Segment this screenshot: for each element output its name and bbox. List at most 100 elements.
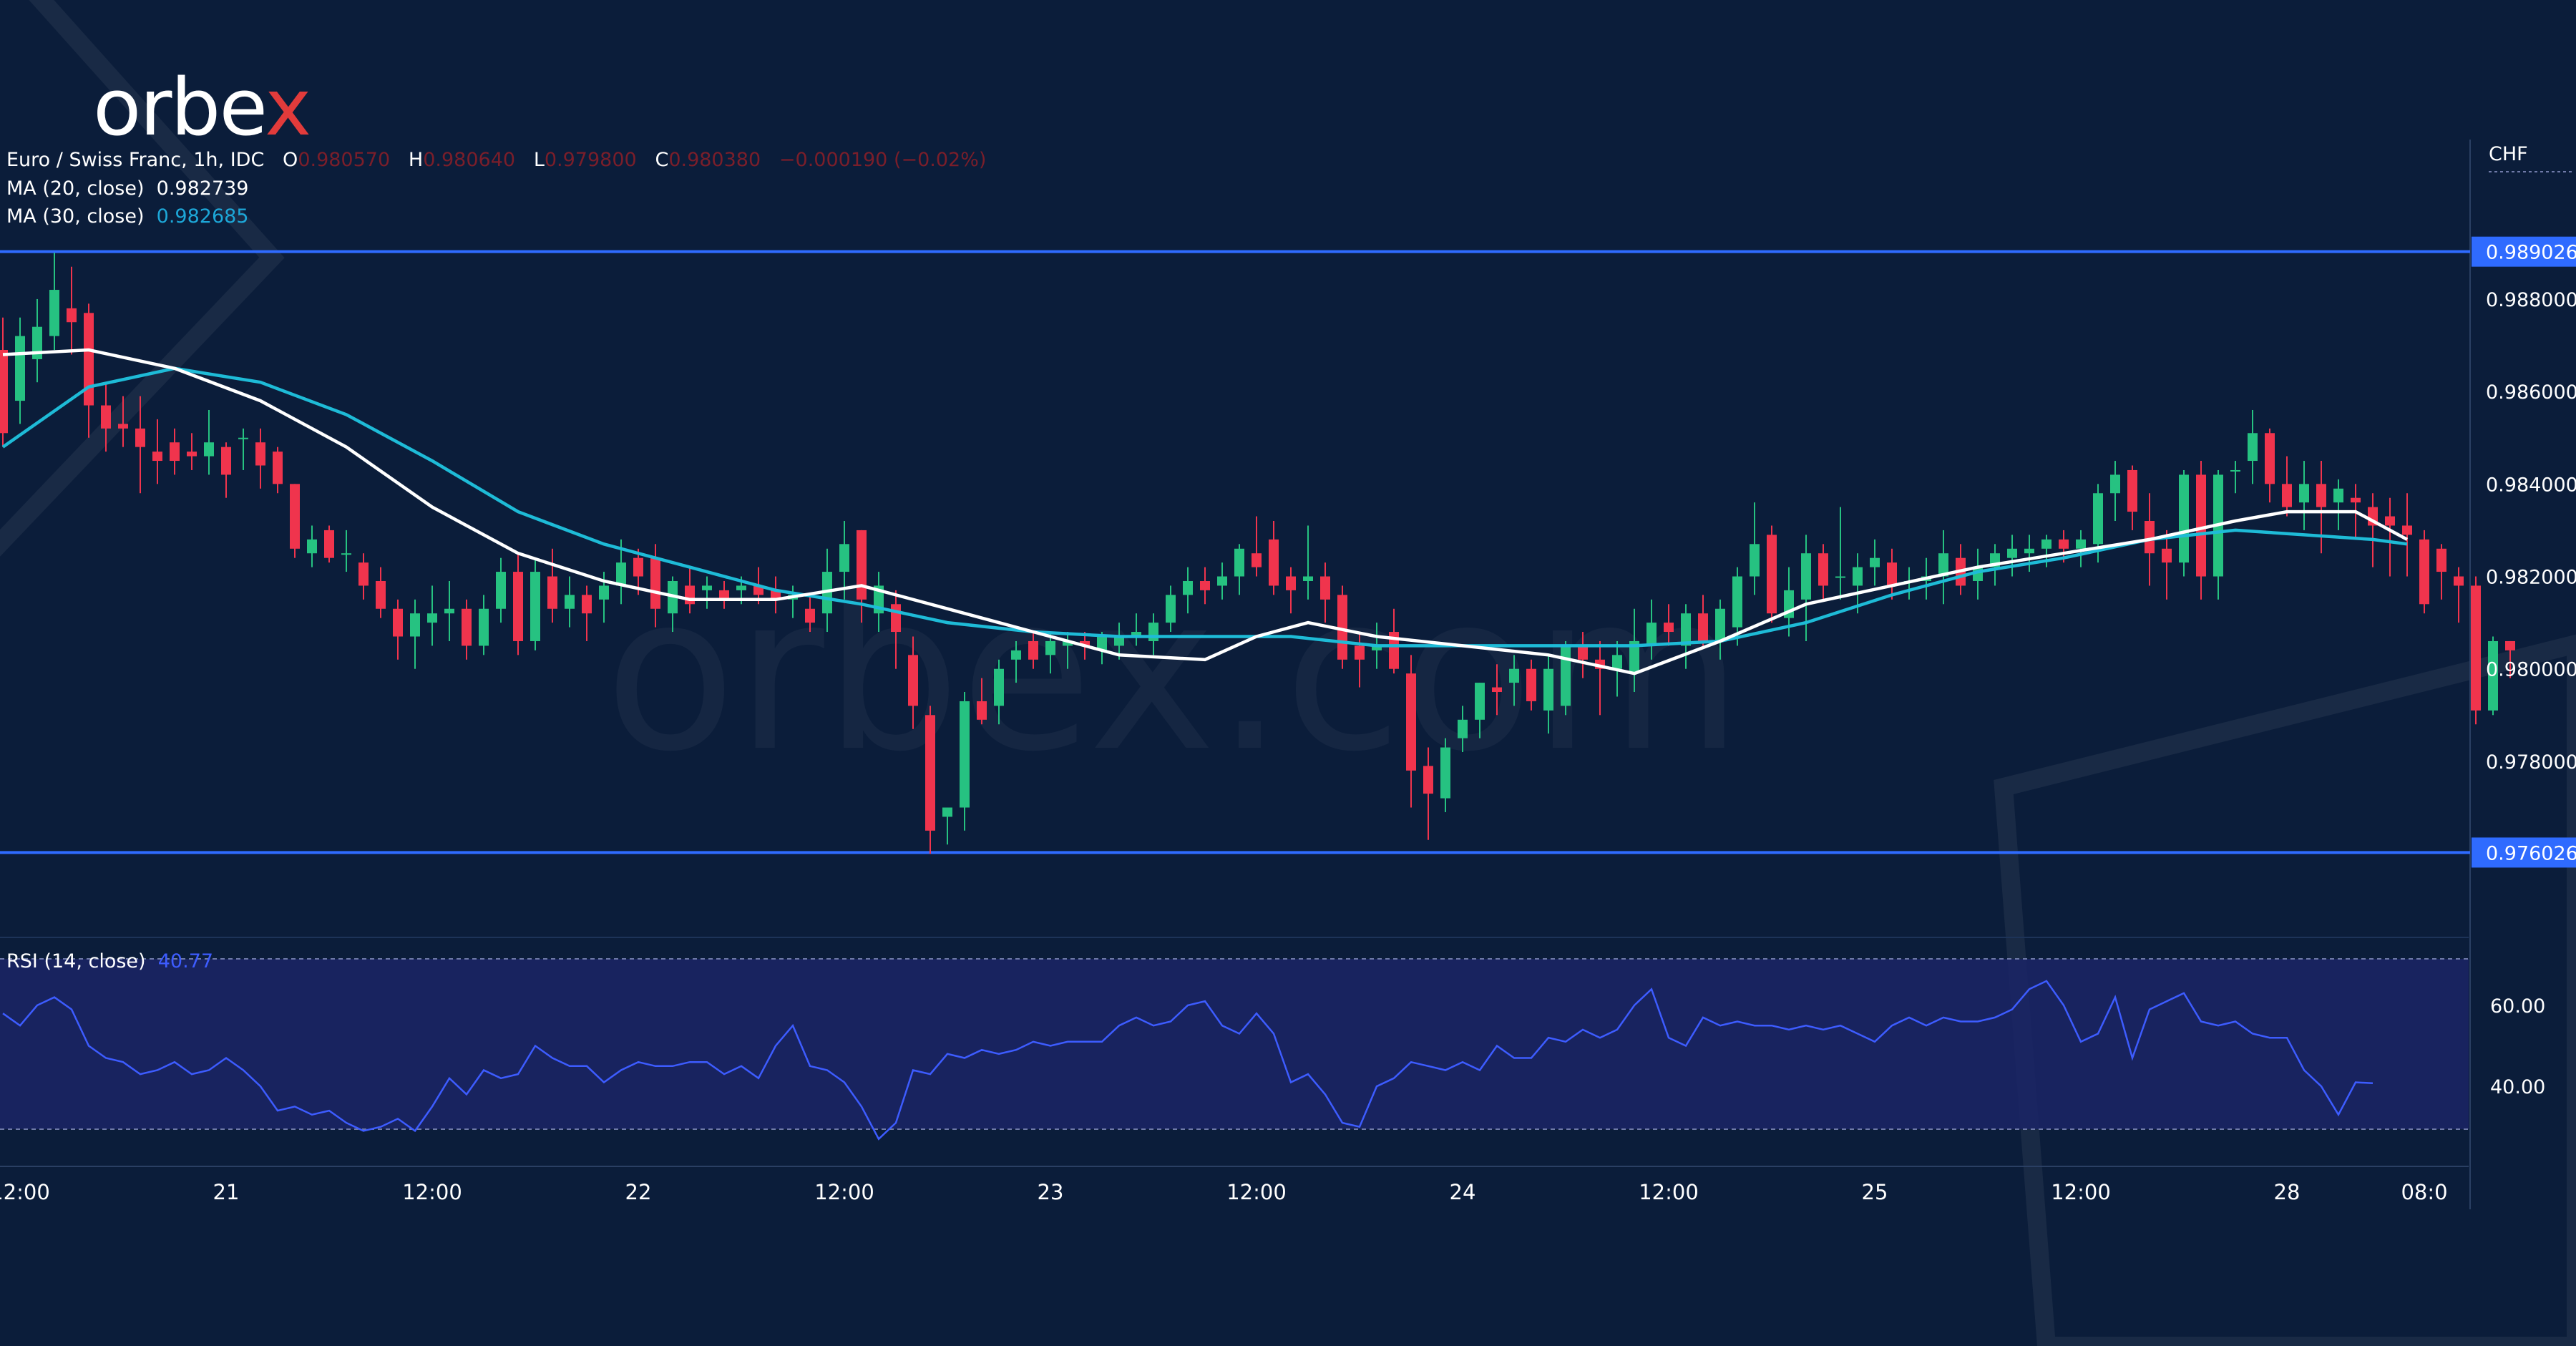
candle: [719, 580, 729, 609]
candle-body: [1767, 535, 1777, 614]
time-tick-label: 21: [213, 1180, 240, 1204]
time-tick-label: 12:00: [0, 1180, 50, 1204]
candle: [565, 576, 575, 628]
ma30-line: [1, 366, 2408, 648]
price-tick-label: 0.988000: [2486, 289, 2576, 311]
time-tick-label: 12:00: [1226, 1180, 1287, 1204]
candle: [2007, 535, 2017, 577]
candle-body: [1423, 766, 1433, 794]
candle: [1938, 530, 1948, 605]
candle-body: [1475, 683, 1485, 720]
candle-body: [1200, 580, 1210, 590]
ma20-label: MA (20, close): [6, 177, 145, 200]
candle: [1234, 544, 1244, 595]
candle-body: [1355, 645, 1365, 660]
candle-body: [0, 350, 8, 434]
candle-body: [1234, 548, 1244, 577]
candle-body: [2059, 539, 2069, 549]
candle-body: [1217, 576, 1227, 586]
price-axis[interactable]: 0.988000 0.986000 0.984000 0.982000 0.980000…: [2486, 289, 2576, 774]
ma30-legend[interactable]: MA (30, close) 0.982685: [6, 207, 249, 226]
candle-body: [410, 613, 420, 637]
candle: [1011, 640, 1021, 683]
candle-body: [1801, 553, 1811, 600]
candle: [1063, 632, 1073, 669]
candle-body: [2162, 548, 2172, 563]
time-tick-label: 08:0: [2401, 1180, 2447, 1204]
candle-body: [2145, 521, 2155, 554]
price-level-label: 0.989026: [2486, 242, 2576, 264]
candle-body: [2436, 548, 2446, 572]
time-axis[interactable]: 12:00 21 12:00 22 12:00 23 12:00 24 12:00 25 12:00…: [0, 1180, 2448, 1204]
candle: [496, 557, 506, 623]
time-tick-label: 12:00: [402, 1180, 462, 1204]
candle: [170, 428, 180, 475]
candle: [1715, 599, 1725, 660]
candle-body: [1835, 576, 1845, 578]
candle: [2179, 469, 2189, 577]
candle: [1681, 604, 1691, 669]
candle-body: [565, 595, 575, 609]
candle: [1423, 747, 1433, 840]
candle: [221, 442, 231, 498]
candle-body: [2488, 640, 2498, 711]
candle: [1578, 632, 1588, 678]
candle: [2299, 461, 2309, 530]
rsi-axis: 60.00 40.00: [2490, 995, 2545, 1098]
candle: [1252, 516, 1262, 577]
candle-body: [2402, 525, 2412, 535]
candle: [1028, 632, 1038, 669]
candle-body: [582, 595, 592, 614]
candle-body: [2505, 640, 2515, 650]
candle: [2385, 497, 2395, 577]
candle-body: [1509, 668, 1519, 683]
candle-body: [2196, 474, 2206, 577]
candle-body: [324, 530, 334, 558]
symbol-label[interactable]: Euro / Swiss Franc, 1h, IDC: [6, 149, 265, 171]
candle-body: [633, 557, 643, 577]
candle: [204, 409, 214, 475]
candle-body: [1080, 640, 1090, 646]
candle: [1131, 613, 1141, 646]
candle-body: [1320, 576, 1330, 600]
ma30-value: 0.982685: [156, 205, 249, 228]
candle-body: [2127, 469, 2137, 512]
candle: [2316, 461, 2326, 554]
candle-body: [1458, 719, 1468, 738]
candle-body: [2179, 474, 2189, 563]
candle-body: [444, 608, 454, 614]
time-tick-label: 24: [1450, 1180, 1476, 1204]
candle-body: [702, 585, 712, 590]
candle-body: [358, 562, 369, 586]
candle: [358, 553, 369, 600]
candle: [393, 599, 403, 660]
candle-body: [2471, 585, 2481, 711]
candle: [1269, 521, 1279, 595]
candle: [1183, 567, 1193, 614]
time-tick-label: 12:00: [814, 1180, 874, 1204]
candle-body: [49, 290, 59, 336]
candle: [84, 303, 94, 438]
candle: [1217, 562, 1227, 600]
candle-body: [1011, 650, 1021, 660]
candle-body: [255, 442, 265, 466]
candle-body: [1732, 576, 1742, 628]
candle: [1629, 608, 1639, 693]
candle-body: [530, 572, 540, 641]
candle: [977, 678, 987, 725]
candle: [771, 576, 781, 614]
candle: [702, 576, 712, 609]
candle-body: [1750, 544, 1760, 577]
candle-body: [719, 590, 729, 600]
candle: [1561, 640, 1571, 716]
candle: [2436, 544, 2446, 600]
candle: [1389, 608, 1399, 674]
candle: [152, 419, 162, 484]
candle-body: [1492, 687, 1502, 693]
ma20-legend[interactable]: MA (20, close) 0.982739: [6, 179, 249, 198]
rsi-legend[interactable]: RSI (14, close) 40.77: [6, 952, 213, 971]
candle: [376, 567, 386, 618]
candle-body: [1612, 655, 1622, 669]
candle-body: [118, 424, 128, 429]
